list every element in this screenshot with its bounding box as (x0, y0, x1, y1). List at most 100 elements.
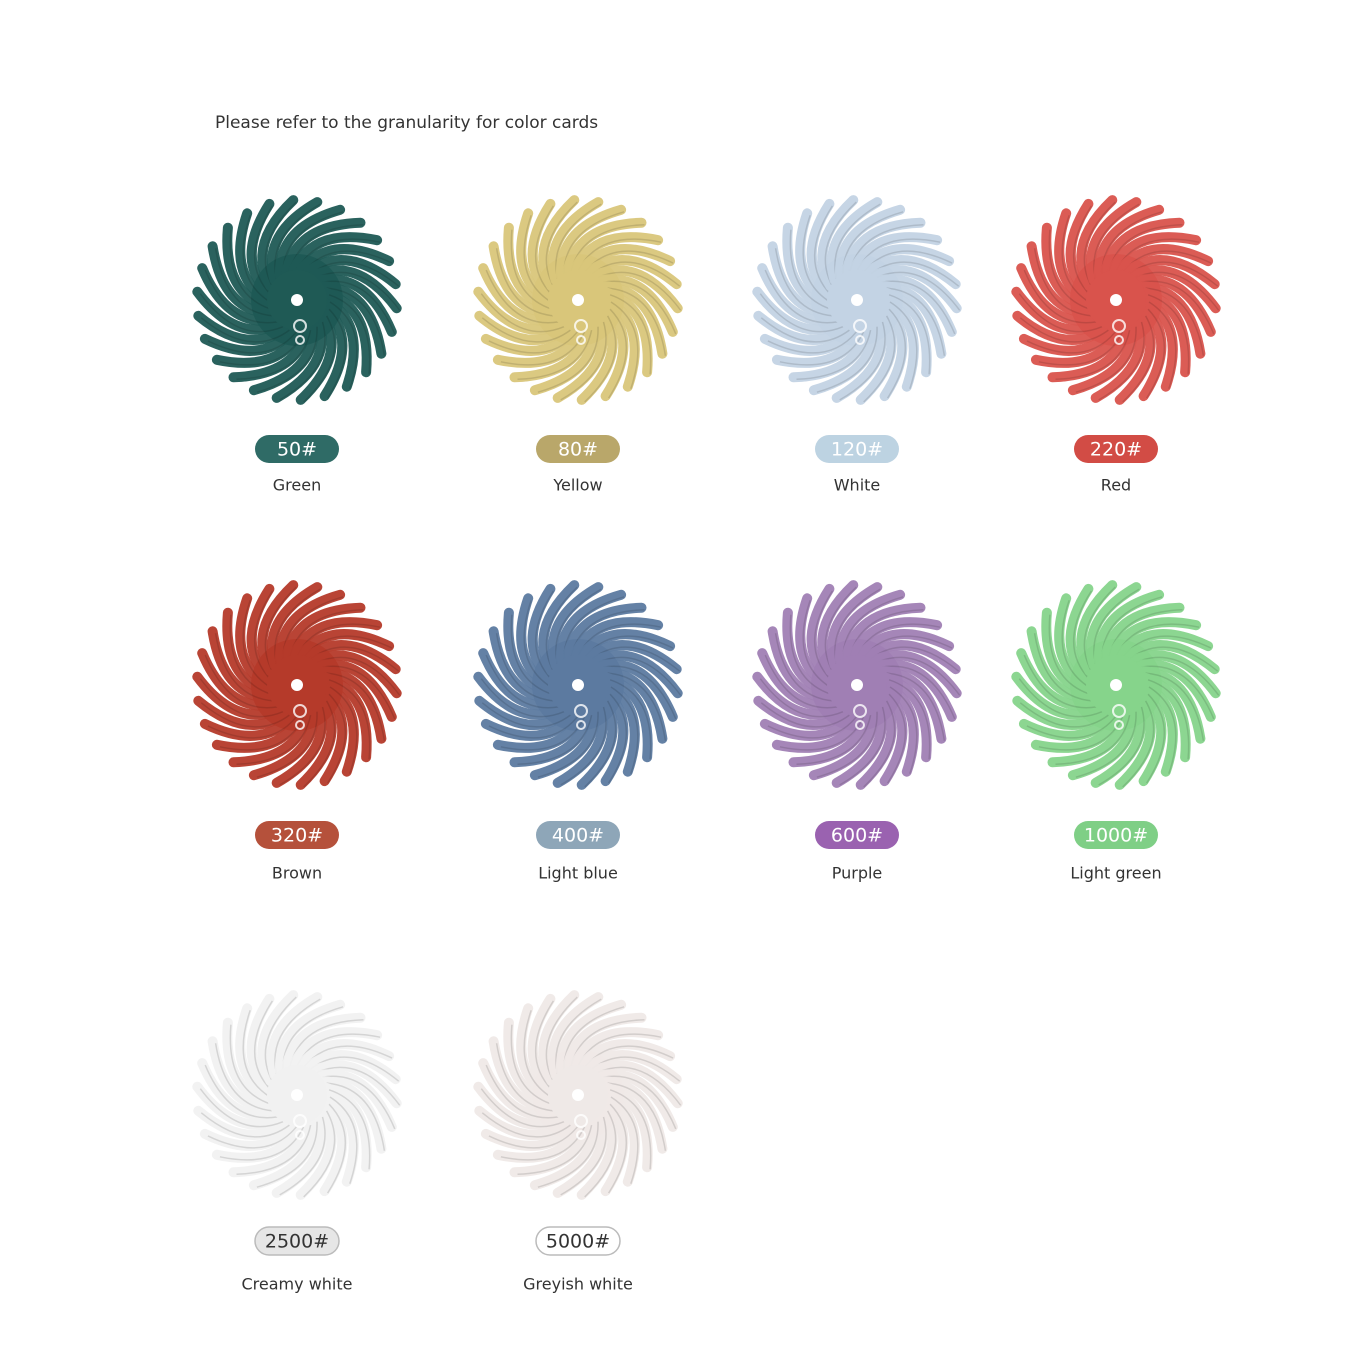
disk-bristle-shade (774, 633, 834, 702)
disk-bristle (595, 659, 678, 722)
disk-bristle (199, 1119, 299, 1151)
disk-bristle (529, 319, 601, 396)
disk-bristle (826, 582, 883, 671)
disk-bristle-shade (537, 326, 599, 393)
brush-disk (752, 195, 962, 405)
disk-bristle (295, 693, 337, 790)
disk-bristle-shade (1023, 269, 1097, 324)
disk-bristle (576, 244, 676, 276)
disk-bristle (600, 1097, 629, 1197)
disk-bristle (595, 274, 678, 337)
disk-bristle (806, 198, 835, 298)
disk-bristle-shade (1135, 656, 1220, 696)
disk-bristle (831, 699, 888, 788)
disk-bristle-shade (779, 331, 865, 366)
disk-bristle-shade (863, 315, 896, 403)
disk-bristle (503, 607, 554, 698)
disk-bristle (197, 263, 280, 326)
disk-bristle (1065, 198, 1094, 298)
disk-bristle-shade (326, 693, 347, 784)
grit-pill (1074, 435, 1158, 463)
disk-bristle-shade (219, 331, 305, 366)
disk-bristle (752, 671, 845, 720)
disk-bristle (257, 580, 299, 677)
disk-bristle-shade (813, 205, 834, 296)
disk-bristle (1107, 232, 1202, 276)
disk-bristle (529, 704, 601, 781)
disk-hole-small (574, 1114, 588, 1128)
disk-bristle (318, 1076, 387, 1154)
disk-bristle (321, 1082, 372, 1173)
disk-bristle (862, 640, 961, 675)
disk-bristle-shade (242, 1010, 271, 1098)
disk-bristle (841, 602, 926, 662)
disk-bristle (576, 1039, 676, 1071)
disk-bristle (271, 314, 328, 403)
disk-bristle (192, 671, 285, 720)
color-name: Yellow (552, 476, 602, 495)
grit-label: 50# (277, 439, 317, 461)
disk-bristle-shade (214, 248, 274, 317)
disk-bristle (1114, 629, 1214, 661)
grit-pill (254, 1226, 340, 1256)
disk-bristle (509, 323, 594, 383)
disk-bristle-shade (517, 329, 593, 381)
disk-bristle (473, 286, 566, 335)
disk-bristle-shade (1038, 331, 1124, 366)
disk-bristle-shade (510, 1024, 553, 1105)
disk-bristle-shade (607, 1103, 628, 1194)
disk-hole-small (574, 704, 588, 718)
disk-bristle-shade (597, 271, 682, 311)
disk-bristle-shade (279, 321, 326, 401)
disk-bristle-shade (253, 1000, 274, 1091)
disk-bristle-shade (886, 672, 946, 741)
disk-bristle (478, 263, 561, 326)
disk-bristle (878, 281, 947, 359)
disk-bristle (562, 602, 647, 662)
disk-bristle (271, 699, 328, 788)
disk-bristle (257, 990, 299, 1087)
disk-bristle (599, 281, 668, 359)
disk-bristle-shade (242, 215, 271, 303)
disk-bristle-shade (236, 329, 312, 381)
disk-bristle (562, 1012, 647, 1072)
disk-bristle (1011, 671, 1104, 720)
disk-bristle (266, 197, 323, 286)
disk-bristle (576, 629, 676, 661)
disk-bristle-shade (779, 716, 865, 751)
disk-bristle (246, 583, 275, 683)
disk-bristle-shade (1018, 678, 1103, 718)
disk-bristle-shade (1145, 287, 1205, 356)
disk-bristle-shade (214, 1043, 274, 1112)
disk-bristle-shade (242, 600, 271, 688)
disk-bristle-shade (1019, 317, 1109, 343)
disk-bristle-shade (328, 1089, 371, 1170)
disk-bristle-shade (886, 693, 907, 784)
disk-bristle-shade (303, 1110, 336, 1198)
disk-bristle (288, 1027, 383, 1071)
disk-bristle-shade (316, 656, 401, 696)
disk-bristle (603, 1090, 640, 1187)
disk-bristle-shade (603, 665, 677, 720)
disk-bristle (321, 287, 372, 378)
disk-bristle (319, 687, 348, 787)
disk-hole-small (295, 720, 305, 730)
disk-bristle-shade (760, 317, 850, 343)
disk-bristle-shade (1122, 700, 1155, 788)
disk-bristle-shade (316, 1066, 401, 1106)
disk-bristle-shade (488, 716, 578, 739)
disk-bristle-shade (495, 1043, 555, 1112)
disk-bristle (207, 626, 276, 704)
disk-bristle-shade (1147, 294, 1190, 375)
disk-bristle (1085, 582, 1142, 671)
disk-bristle (1114, 244, 1214, 276)
disk-bristle (248, 1114, 320, 1191)
disk-bristle (874, 274, 957, 337)
disk-bristle-shade (256, 326, 318, 393)
disk-bristle-shade (1148, 301, 1177, 389)
color-name: White (834, 476, 881, 495)
disk-bristle-shade (219, 1126, 305, 1161)
disk-bristle (881, 672, 932, 763)
disk-bristle (480, 1119, 580, 1151)
disk-bristle-shade (767, 331, 857, 354)
